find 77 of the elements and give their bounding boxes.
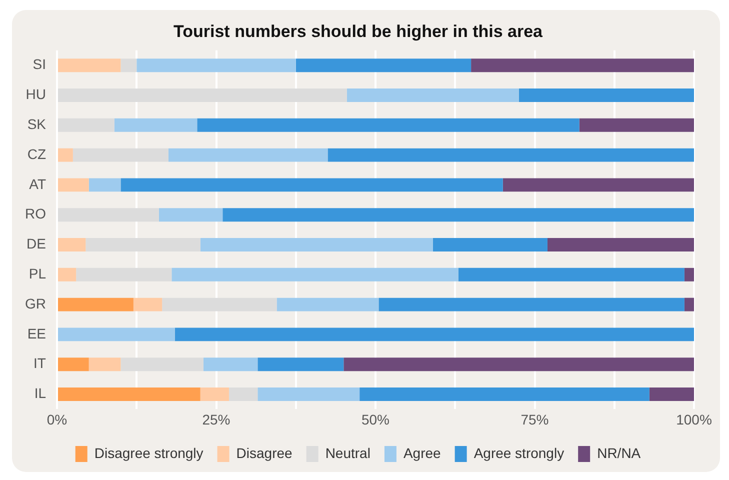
bar bbox=[58, 208, 159, 222]
x-tick-label: 25% bbox=[202, 411, 230, 428]
bar bbox=[133, 298, 162, 312]
bar bbox=[136, 58, 296, 72]
bar bbox=[684, 298, 694, 312]
bar bbox=[162, 298, 277, 312]
bar bbox=[172, 268, 458, 282]
chart-title: Tourist numbers should be higher in this area bbox=[173, 22, 544, 41]
bar bbox=[579, 118, 694, 132]
bar bbox=[88, 358, 121, 372]
bar bbox=[120, 358, 204, 372]
bar bbox=[296, 58, 472, 72]
bar bbox=[120, 58, 137, 72]
bar bbox=[360, 388, 650, 401]
bar bbox=[200, 388, 229, 401]
x-tick-label: 75% bbox=[520, 411, 549, 428]
bar bbox=[58, 148, 73, 162]
y-tick-label: SI bbox=[32, 56, 46, 72]
y-tick-label: RO bbox=[25, 206, 46, 222]
bar bbox=[204, 358, 258, 372]
bar bbox=[502, 178, 694, 192]
bar bbox=[547, 238, 694, 252]
bar bbox=[197, 118, 580, 132]
bar bbox=[158, 208, 223, 222]
bar bbox=[344, 358, 694, 372]
bar bbox=[58, 268, 76, 282]
y-tick-label: HU bbox=[26, 86, 46, 102]
bar bbox=[432, 238, 548, 252]
bar bbox=[471, 58, 694, 72]
bar bbox=[58, 178, 89, 192]
legend-label: Agree bbox=[403, 444, 442, 461]
bar bbox=[86, 238, 200, 252]
bar bbox=[76, 268, 172, 282]
legend-label: Neutral bbox=[325, 444, 370, 461]
bar bbox=[58, 238, 86, 252]
x-tick-label: 0% bbox=[46, 411, 68, 428]
bar bbox=[228, 388, 258, 401]
y-tick-label: PL bbox=[28, 266, 46, 282]
bar bbox=[258, 358, 344, 372]
bar bbox=[649, 388, 694, 401]
y-tick-label: EE bbox=[27, 325, 46, 342]
legend-label: Agree strongly bbox=[474, 444, 564, 461]
bar bbox=[328, 148, 694, 162]
y-tick-label: DE bbox=[26, 236, 46, 252]
y-tick-label: IT bbox=[34, 355, 46, 372]
bar bbox=[58, 298, 134, 312]
bar bbox=[58, 118, 114, 132]
bar bbox=[222, 208, 694, 222]
bar bbox=[58, 358, 89, 372]
bar bbox=[168, 148, 328, 162]
bar bbox=[200, 238, 433, 252]
bar bbox=[684, 268, 694, 282]
bar bbox=[58, 88, 347, 102]
y-tick-label: AT bbox=[29, 176, 46, 192]
x-tick-label: 50% bbox=[361, 411, 390, 428]
y-tick-label: SK bbox=[27, 116, 47, 132]
y-tick-label: CZ bbox=[27, 146, 46, 162]
bar bbox=[114, 118, 198, 132]
bar bbox=[72, 148, 168, 162]
bar bbox=[58, 328, 175, 342]
x-tick-label: 100% bbox=[676, 411, 712, 428]
bar bbox=[378, 298, 684, 312]
legend-label: NR/NA bbox=[597, 444, 642, 461]
bar bbox=[120, 178, 503, 192]
legend-label: Disagree bbox=[236, 444, 293, 461]
y-tick-label: GR bbox=[25, 295, 46, 312]
bar bbox=[276, 298, 379, 312]
bar bbox=[174, 328, 694, 342]
legend-label: Disagree strongly bbox=[94, 444, 204, 461]
bar bbox=[458, 268, 684, 282]
bar bbox=[518, 88, 694, 102]
bar bbox=[58, 388, 200, 401]
bar bbox=[346, 88, 519, 102]
bar bbox=[88, 178, 121, 192]
bar bbox=[58, 58, 121, 72]
y-tick-label: IL bbox=[34, 385, 46, 402]
bar bbox=[258, 388, 360, 401]
